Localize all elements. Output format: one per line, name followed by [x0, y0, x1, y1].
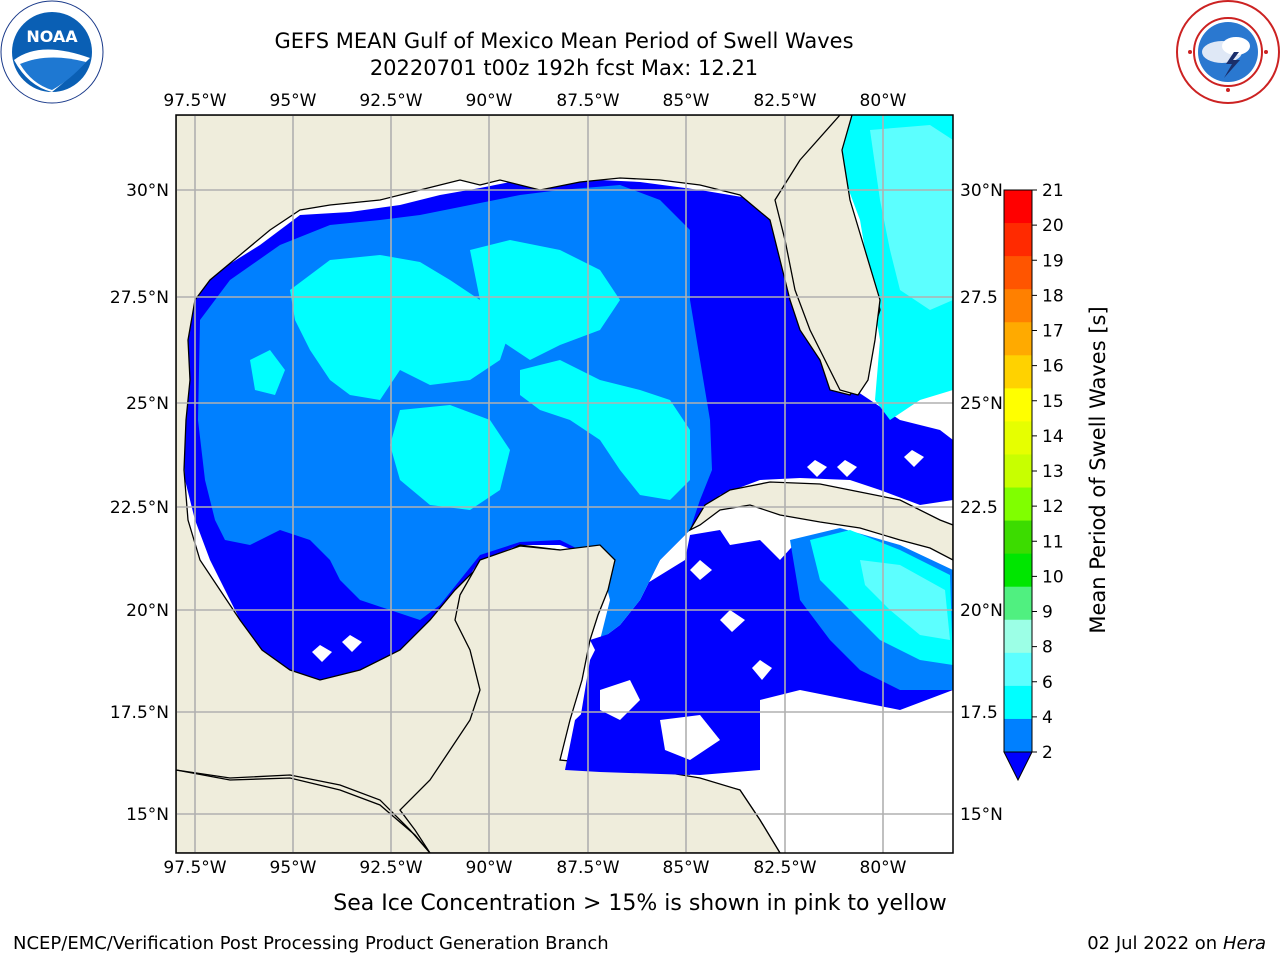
lon-label-top: 85°W — [663, 91, 710, 111]
colorbar-segment — [1004, 520, 1032, 555]
colorbar-tick-label: 19 — [1042, 251, 1064, 271]
lat-label-right: 20°N — [960, 601, 1003, 621]
colorbar-segment — [1004, 685, 1032, 720]
lat-label-right: 27.5 — [960, 288, 998, 308]
colorbar-segment — [1004, 256, 1032, 290]
colorbar-tick-label: 17 — [1042, 322, 1064, 342]
lat-label-left: 17.5°N — [110, 703, 169, 723]
gulf-field-6s-b — [470, 240, 620, 360]
colorbar-segment — [1004, 454, 1032, 489]
colorbar-segment — [1004, 190, 1032, 224]
colorbar-tick-label: 14 — [1042, 427, 1064, 447]
chart-subtitle: 20220701 t00z 192h fcst Max: 12.21 — [369, 56, 759, 80]
lat-label-left: 20°N — [126, 601, 169, 621]
lat-label-left: 30°N — [126, 181, 169, 201]
footer-date-text: 02 Jul 2022 on — [1087, 933, 1223, 954]
colorbar-segment — [1004, 355, 1032, 389]
lon-label-top: 90°W — [466, 91, 513, 111]
colorbar-segment — [1004, 652, 1032, 687]
map-frame — [175, 114, 954, 854]
caribbean-field-2s — [565, 600, 760, 775]
colorbar-segment — [1004, 586, 1032, 621]
lon-label-top: 95°W — [270, 91, 317, 111]
lon-label-top: 87.5°W — [556, 91, 619, 111]
lat-label-left: 15°N — [126, 805, 169, 825]
sea-ice-footnote: Sea Ice Concentration > 15% is shown in … — [333, 891, 947, 916]
national-weather-service-logo-icon — [1176, 0, 1280, 104]
footer-date: 02 Jul 2022 on Hera — [1087, 933, 1266, 954]
lat-label-right: 15°N — [960, 805, 1003, 825]
lon-label-bottom: 95°W — [270, 858, 317, 878]
colorbar-tick-label: 10 — [1042, 567, 1064, 587]
colorbar-tick-label: 8 — [1042, 638, 1053, 658]
lat-label-right: 17.5 — [960, 703, 998, 723]
colorbar-segment — [1004, 421, 1032, 455]
lon-label-top: 82.5°W — [753, 91, 816, 111]
footer-host: Hera — [1222, 933, 1266, 954]
lat-label-left: 22.5°N — [110, 498, 169, 518]
colorbar-segment — [1004, 388, 1032, 422]
lon-label-bottom: 90°W — [466, 858, 513, 878]
lon-label-bottom: 97.5°W — [163, 858, 226, 878]
noaa-logo-icon: NOAA — [0, 0, 104, 104]
lon-label-bottom: 80°W — [860, 858, 907, 878]
lat-label-right: 30°N — [960, 181, 1003, 201]
noaa-logo-text: NOAA — [26, 27, 78, 46]
lat-label-right: 22.5 — [960, 498, 998, 518]
colorbar-tick-label: 11 — [1042, 532, 1064, 552]
colorbar-tick-label: 6 — [1042, 673, 1053, 693]
colorbar: 21 20 19 18 17 16 15 14 13 12 11 10 9 8 6 4 2 — [1003, 181, 1064, 782]
lon-label-bottom: 92.5°W — [359, 858, 422, 878]
footer-credit: NCEP/EMC/Verification Post Processing Pr… — [13, 933, 609, 954]
colorbar-tick-label: 21 — [1042, 181, 1064, 201]
gulf-field-6s-a — [290, 255, 510, 400]
land-florida — [774, 115, 881, 396]
gulf-field-6s-e — [250, 350, 285, 395]
colorbar-tick-label: 2 — [1042, 743, 1053, 763]
map-gridlines — [176, 115, 953, 853]
colorbar-tick-label: 16 — [1042, 357, 1064, 377]
colorbar-tick-label: 9 — [1042, 603, 1053, 623]
colorbar-segment — [1004, 619, 1032, 654]
colorbar-segment — [1004, 553, 1032, 588]
colorbar-tick-label: 15 — [1042, 392, 1064, 412]
lon-label-top: 92.5°W — [359, 91, 422, 111]
colorbar-tick-label: 18 — [1042, 286, 1064, 306]
lon-label-top: 80°W — [860, 91, 907, 111]
colorbar-tick-label: 12 — [1042, 497, 1064, 517]
colorbar-tick-label: 13 — [1042, 462, 1064, 482]
lon-label-bottom: 85°W — [663, 858, 710, 878]
lat-label-right: 25°N — [960, 394, 1003, 414]
lat-label-left: 25°N — [126, 394, 169, 414]
land-cuba — [688, 481, 953, 561]
colorbar-tick-label: 20 — [1042, 216, 1064, 236]
colorbar-label: Mean Period of Swell Waves [s] — [1086, 306, 1110, 634]
colorbar-segment — [1004, 223, 1032, 257]
gulf-field-6s-c — [520, 360, 690, 500]
chart-title: GEFS MEAN Gulf of Mexico Mean Period of … — [274, 29, 854, 53]
lon-label-bottom: 82.5°W — [753, 858, 816, 878]
lat-label-left: 27.5°N — [110, 288, 169, 308]
colorbar-segment — [1004, 487, 1032, 522]
colorbar-tick-label: 4 — [1042, 708, 1053, 728]
gulf-field-6s-d — [390, 405, 510, 510]
coast-pacific — [176, 769, 431, 853]
colorbar-segment — [1004, 289, 1032, 323]
colorbar-segment — [1004, 718, 1032, 753]
lon-label-bottom: 87.5°W — [556, 858, 619, 878]
land-yucatan — [399, 544, 781, 853]
colorbar-extend-triangle — [1003, 751, 1033, 782]
lon-label-top: 97.5°W — [163, 91, 226, 111]
atlantic-field-8s — [870, 125, 953, 310]
colorbar-segment — [1004, 322, 1032, 356]
